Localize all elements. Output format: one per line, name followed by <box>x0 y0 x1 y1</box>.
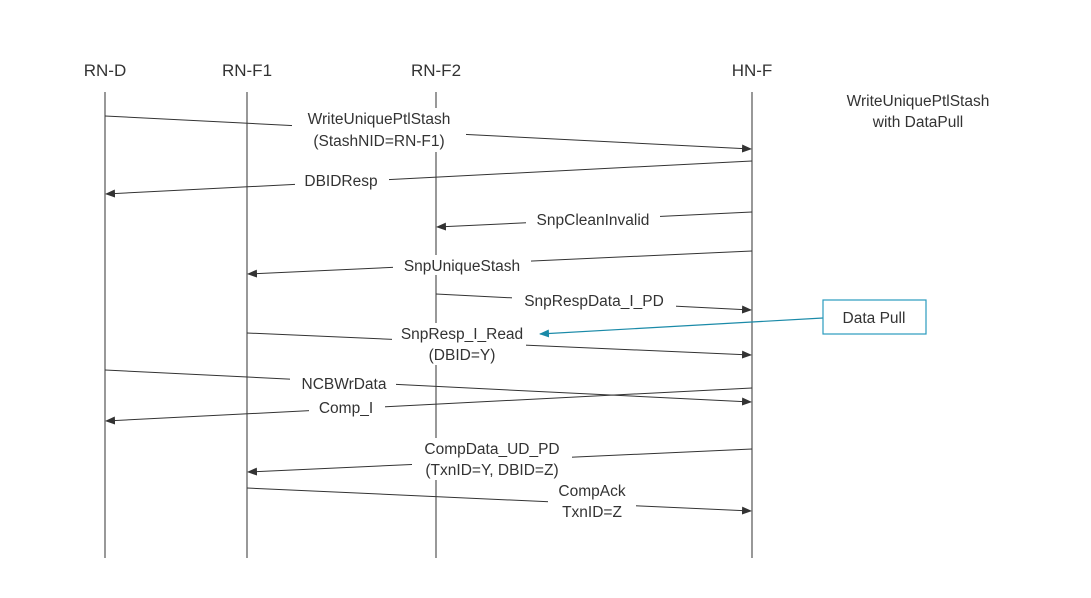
message-label: SnpResp_I_Read <box>401 326 523 343</box>
message-label: NCBWrData <box>302 376 387 393</box>
lane-label-hnf: HN-F <box>732 61 773 80</box>
message-label: DBIDResp <box>304 173 377 190</box>
message-label: CompData_UD_PD <box>424 441 559 458</box>
message-snp-clean-invalid: SnpCleanInvalid <box>436 209 753 231</box>
message-label: (StashNID=RN-F1) <box>313 133 444 150</box>
diagram-note-line1: WriteUniquePtlStash <box>847 93 990 110</box>
message-dbid-resp: DBIDResp <box>105 160 753 198</box>
message-comp-data-ud-pd: CompData_UD_PD (TxnID=Y, DBID=Z) <box>247 438 753 480</box>
lane-label-rnd: RN-D <box>84 61 127 80</box>
message-label: (TxnID=Y, DBID=Z) <box>425 462 558 479</box>
callout-box <box>822 299 927 335</box>
message-snp-resp-i-read: SnpResp_I_Read (DBID=Y) <box>246 323 752 365</box>
message-label: CompAck <box>558 483 625 500</box>
message-label: TxnID=Z <box>562 504 622 521</box>
message-label: SnpUniqueStash <box>404 258 520 275</box>
message-label: Comp_I <box>319 400 373 417</box>
message-comp-ack: CompAck TxnID=Z <box>246 480 752 522</box>
message-label: (DBID=Y) <box>429 347 496 364</box>
lane-label-rnf1: RN-F1 <box>222 61 272 80</box>
message-write-unique-ptl-stash: WriteUniquePtlStash (StashNID=RN-F1) <box>104 108 752 153</box>
diagram-note-line2: with DataPull <box>872 114 963 131</box>
message-comp-i: Comp_I <box>105 387 753 425</box>
message-label: SnpCleanInvalid <box>537 212 650 229</box>
message-label: SnpRespData_I_PD <box>524 293 664 310</box>
message-snp-resp-data-i-pd: SnpRespData_I_PD <box>435 290 752 314</box>
callout-label: Data Pull <box>843 310 906 327</box>
message-ncb-wr-data: NCBWrData <box>104 369 752 406</box>
lane-label-rnf2: RN-F2 <box>411 61 461 80</box>
callout-data-pull: Data Pull <box>539 299 927 338</box>
callout-pointer <box>539 317 824 338</box>
message-snp-unique-stash: SnpUniqueStash <box>247 250 753 278</box>
message-label: WriteUniquePtlStash <box>308 111 451 128</box>
